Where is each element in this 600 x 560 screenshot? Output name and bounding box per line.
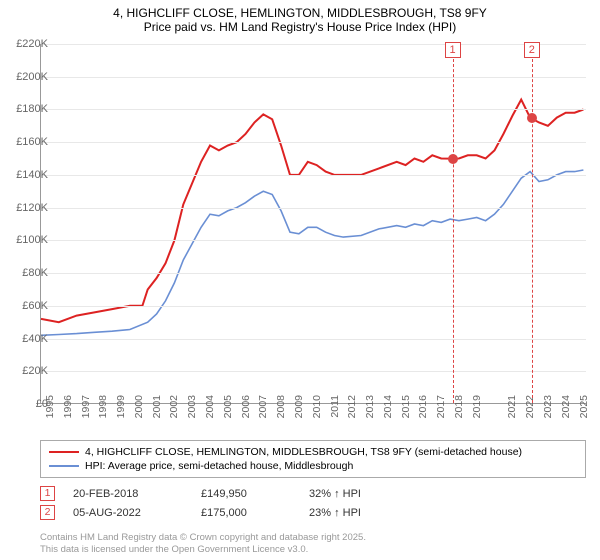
y-tick-label: £80K bbox=[2, 267, 48, 279]
x-tick-label: 2021 bbox=[506, 395, 518, 418]
x-tick-label: 1999 bbox=[115, 395, 127, 418]
gridline bbox=[41, 306, 586, 307]
gridline bbox=[41, 44, 586, 45]
footer-attribution: Contains HM Land Registry data © Crown c… bbox=[40, 532, 366, 556]
footer-line-1: Contains HM Land Registry data © Crown c… bbox=[40, 532, 366, 544]
gridline bbox=[41, 339, 586, 340]
sale-price-2: £175,000 bbox=[201, 507, 291, 519]
legend-label-price-paid: 4, HIGHCLIFF CLOSE, HEMLINGTON, MIDDLESB… bbox=[85, 446, 522, 458]
x-tick-label: 1997 bbox=[80, 395, 92, 418]
gridline bbox=[41, 142, 586, 143]
x-tick-label: 2009 bbox=[293, 395, 305, 418]
sale-row-2: 2 05-AUG-2022 £175,000 23% ↑ HPI bbox=[40, 503, 586, 522]
sale-marker-2: 2 bbox=[40, 505, 55, 520]
x-tick-label: 2005 bbox=[222, 395, 234, 418]
y-tick-label: £180K bbox=[2, 103, 48, 115]
chart-plot-area: 1995199619971998199920002001200220032004… bbox=[40, 44, 586, 404]
chart-title: 4, HIGHCLIFF CLOSE, HEMLINGTON, MIDDLESB… bbox=[0, 0, 600, 34]
x-tick-label: 2001 bbox=[151, 395, 163, 418]
x-tick-label: 1998 bbox=[97, 395, 109, 418]
y-tick-label: £140K bbox=[2, 169, 48, 181]
gridline bbox=[41, 273, 586, 274]
x-tick-label: 1996 bbox=[62, 395, 74, 418]
gridline bbox=[41, 208, 586, 209]
title-line-1: 4, HIGHCLIFF CLOSE, HEMLINGTON, MIDDLESB… bbox=[0, 6, 600, 20]
y-tick-label: £40K bbox=[2, 333, 48, 345]
y-tick-label: £0 bbox=[2, 398, 48, 410]
y-tick-label: £160K bbox=[2, 136, 48, 148]
x-tick-label: 2010 bbox=[311, 395, 323, 418]
x-tick-label: 2004 bbox=[204, 395, 216, 418]
legend-item-hpi: HPI: Average price, semi-detached house,… bbox=[49, 459, 577, 473]
x-tick-label: 2015 bbox=[400, 395, 412, 418]
x-tick-label: 2025 bbox=[578, 395, 590, 418]
marker-dot-1 bbox=[448, 154, 458, 164]
gridline bbox=[41, 109, 586, 110]
sale-marker-1: 1 bbox=[40, 486, 55, 501]
series-line-price_paid bbox=[41, 100, 583, 323]
y-tick-label: £120K bbox=[2, 202, 48, 214]
marker-line-2 bbox=[532, 44, 533, 403]
gridline bbox=[41, 175, 586, 176]
sale-price-1: £149,950 bbox=[201, 488, 291, 500]
gridline bbox=[41, 77, 586, 78]
sale-date-2: 05-AUG-2022 bbox=[73, 507, 183, 519]
sales-table: 1 20-FEB-2018 £149,950 32% ↑ HPI 2 05-AU… bbox=[40, 484, 586, 522]
y-tick-label: £100K bbox=[2, 234, 48, 246]
marker-dot-2 bbox=[527, 113, 537, 123]
x-tick-label: 2002 bbox=[168, 395, 180, 418]
x-tick-label: 2018 bbox=[453, 395, 465, 418]
sale-delta-2: 23% ↑ HPI bbox=[309, 507, 361, 519]
x-tick-label: 2014 bbox=[382, 395, 394, 418]
chart-lines-svg bbox=[41, 44, 586, 403]
x-tick-label: 2012 bbox=[346, 395, 358, 418]
y-tick-label: £20K bbox=[2, 365, 48, 377]
x-tick-label: 2011 bbox=[329, 395, 341, 418]
legend-swatch-price-paid bbox=[49, 451, 79, 453]
gridline bbox=[41, 240, 586, 241]
title-line-2: Price paid vs. HM Land Registry's House … bbox=[0, 20, 600, 34]
x-tick-label: 2024 bbox=[560, 395, 572, 418]
marker-box-1: 1 bbox=[445, 42, 461, 58]
sale-row-1: 1 20-FEB-2018 £149,950 32% ↑ HPI bbox=[40, 484, 586, 503]
sale-date-1: 20-FEB-2018 bbox=[73, 488, 183, 500]
sale-delta-1: 32% ↑ HPI bbox=[309, 488, 361, 500]
footer-line-2: This data is licensed under the Open Gov… bbox=[40, 544, 366, 556]
x-tick-label: 2007 bbox=[257, 395, 269, 418]
series-line-hpi bbox=[41, 170, 583, 335]
y-tick-label: £60K bbox=[2, 300, 48, 312]
legend-item-price-paid: 4, HIGHCLIFF CLOSE, HEMLINGTON, MIDDLESB… bbox=[49, 445, 577, 459]
x-tick-label: 2016 bbox=[417, 395, 429, 418]
x-tick-label: 2022 bbox=[524, 395, 536, 418]
legend-swatch-hpi bbox=[49, 465, 79, 467]
gridline bbox=[41, 371, 586, 372]
x-tick-label: 2023 bbox=[542, 395, 554, 418]
x-tick-label: 2017 bbox=[435, 395, 447, 418]
legend-label-hpi: HPI: Average price, semi-detached house,… bbox=[85, 460, 353, 472]
x-tick-label: 2006 bbox=[240, 395, 252, 418]
x-tick-label: 2008 bbox=[275, 395, 287, 418]
marker-box-2: 2 bbox=[524, 42, 540, 58]
y-tick-label: £200K bbox=[2, 71, 48, 83]
x-tick-label: 2000 bbox=[133, 395, 145, 418]
marker-line-1 bbox=[453, 44, 454, 403]
x-tick-label: 2003 bbox=[186, 395, 198, 418]
x-tick-label: 2019 bbox=[471, 395, 483, 418]
y-tick-label: £220K bbox=[2, 38, 48, 50]
chart-legend: 4, HIGHCLIFF CLOSE, HEMLINGTON, MIDDLESB… bbox=[40, 440, 586, 478]
x-tick-label: 2013 bbox=[364, 395, 376, 418]
